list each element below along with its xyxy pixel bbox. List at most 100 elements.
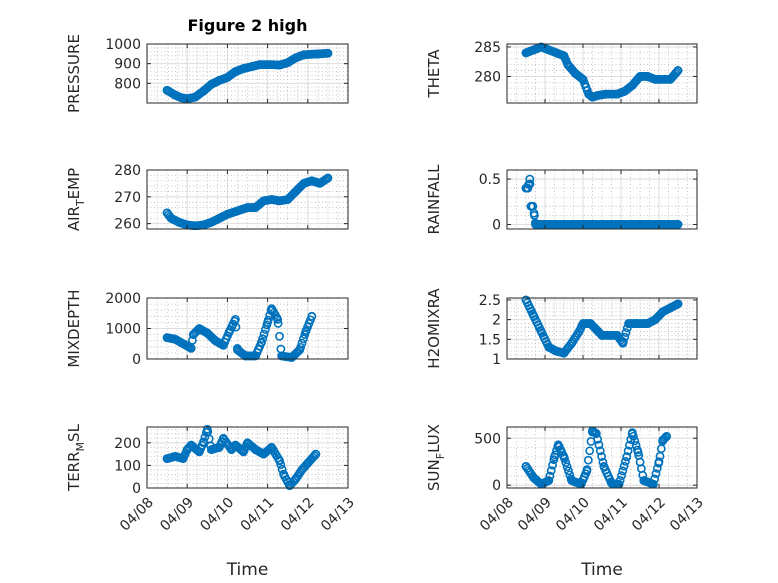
y-axis-label: MIXDEPTH <box>65 289 83 367</box>
data-point <box>618 338 628 348</box>
data-point <box>243 438 252 448</box>
data-point <box>198 438 208 448</box>
data-point <box>303 458 313 468</box>
data-point <box>628 80 637 90</box>
data-point <box>593 434 603 444</box>
data-point <box>630 436 640 446</box>
data-point <box>601 89 611 99</box>
data-point <box>585 446 595 456</box>
y-axis-label: SUNFLUX <box>425 424 447 491</box>
data-point <box>283 195 293 204</box>
axes-frame <box>506 426 698 489</box>
data-point <box>267 442 277 452</box>
data-point <box>323 48 333 58</box>
data-point <box>621 328 631 337</box>
data-point <box>198 86 208 96</box>
axes-air_temp: 260 270 280 AIRTEMP <box>65 163 349 233</box>
y-tick-label: 900 <box>114 57 141 73</box>
data-point <box>218 433 228 443</box>
data-point <box>666 75 675 84</box>
data-point <box>178 339 188 349</box>
data-point <box>275 196 285 206</box>
axes-frame <box>506 169 698 230</box>
data-point <box>598 457 608 467</box>
axes-frame <box>146 169 349 230</box>
data-point <box>178 454 188 464</box>
x-tick-label: 04/08 <box>117 495 157 535</box>
data-point <box>563 60 573 70</box>
y-tick-label: 2.5 <box>479 293 501 309</box>
data-point <box>259 196 268 206</box>
data-point <box>283 58 293 68</box>
data-point <box>311 449 321 459</box>
axes-frame <box>506 297 698 360</box>
x-tick-label: 04/12 <box>278 495 318 535</box>
data-point <box>531 220 540 229</box>
data-point <box>521 48 531 58</box>
x-tick-label: 04/12 <box>629 495 669 535</box>
data-point <box>291 53 301 63</box>
data-point <box>536 327 546 336</box>
y-axis-label: AIRTEMP <box>65 168 87 231</box>
data-point <box>251 203 260 212</box>
data-point <box>619 461 629 471</box>
data-point <box>287 353 297 362</box>
data-point <box>582 466 592 476</box>
data-point <box>277 351 287 361</box>
data-point <box>307 176 317 186</box>
data-point <box>523 183 533 193</box>
axes-h2omixra: 1 1.5 2 2.5 H2OMIXRA <box>425 288 698 369</box>
data-point <box>578 75 588 84</box>
data-point <box>571 69 580 78</box>
axes-pressure: 800 900 1000 PRESSURE Figure 2 high <box>65 16 349 113</box>
data-point <box>275 60 285 70</box>
y-tick-label: 100 <box>114 458 141 474</box>
data-point <box>529 473 538 483</box>
data-point <box>214 75 224 85</box>
y-tick-label: 1000 <box>105 322 141 338</box>
data-point <box>651 469 661 479</box>
x-tick-label: 04/10 <box>197 495 237 535</box>
data-point <box>643 319 652 328</box>
data-point <box>631 319 641 328</box>
data-point <box>210 336 220 346</box>
data-point <box>562 462 572 472</box>
data-point <box>583 455 593 465</box>
y-tick-label: 2000 <box>105 291 141 307</box>
x-tick-label: 04/09 <box>515 495 555 535</box>
data-point <box>235 205 244 215</box>
data-point <box>659 434 669 444</box>
y-tick-label: 200 <box>114 436 141 452</box>
data-point <box>529 210 539 220</box>
data-point <box>672 67 682 77</box>
data-point <box>654 457 664 467</box>
x-tick-label: 04/09 <box>157 495 197 535</box>
data-point <box>621 456 630 466</box>
data-point <box>650 315 660 325</box>
data-point <box>559 348 569 358</box>
data-point <box>259 449 268 459</box>
data-point <box>521 462 531 471</box>
axes-mixdepth: 0 1000 2000 MIXDEPTH <box>65 289 349 368</box>
data-point <box>552 48 561 58</box>
y-tick-label: 0.5 <box>479 172 501 188</box>
y-tick-label: 280 <box>474 69 501 85</box>
data-point <box>673 220 683 229</box>
data-point <box>299 50 309 60</box>
data-point <box>574 327 584 336</box>
y-axis-label: RAINFALL <box>425 164 443 235</box>
axes-terr_msl: 0 100 200 04/08 04/09 04/10 04/11 04/12 04/13 TER… <box>65 423 358 580</box>
x-axis-label: Time <box>580 560 623 580</box>
data-point <box>257 337 266 347</box>
data-point <box>273 314 283 324</box>
data-point <box>544 45 554 55</box>
axes-theta: 280 285 THETA <box>425 40 698 104</box>
axes-rainfall: 0 0.5 RAINFALL <box>425 164 698 235</box>
x-tick-label: 04/13 <box>667 495 707 535</box>
data-point <box>297 465 307 475</box>
data-point <box>194 324 204 333</box>
x-tick-label: 04/11 <box>591 495 631 535</box>
data-point <box>291 474 301 484</box>
x-tick-label: 04/13 <box>318 495 358 535</box>
